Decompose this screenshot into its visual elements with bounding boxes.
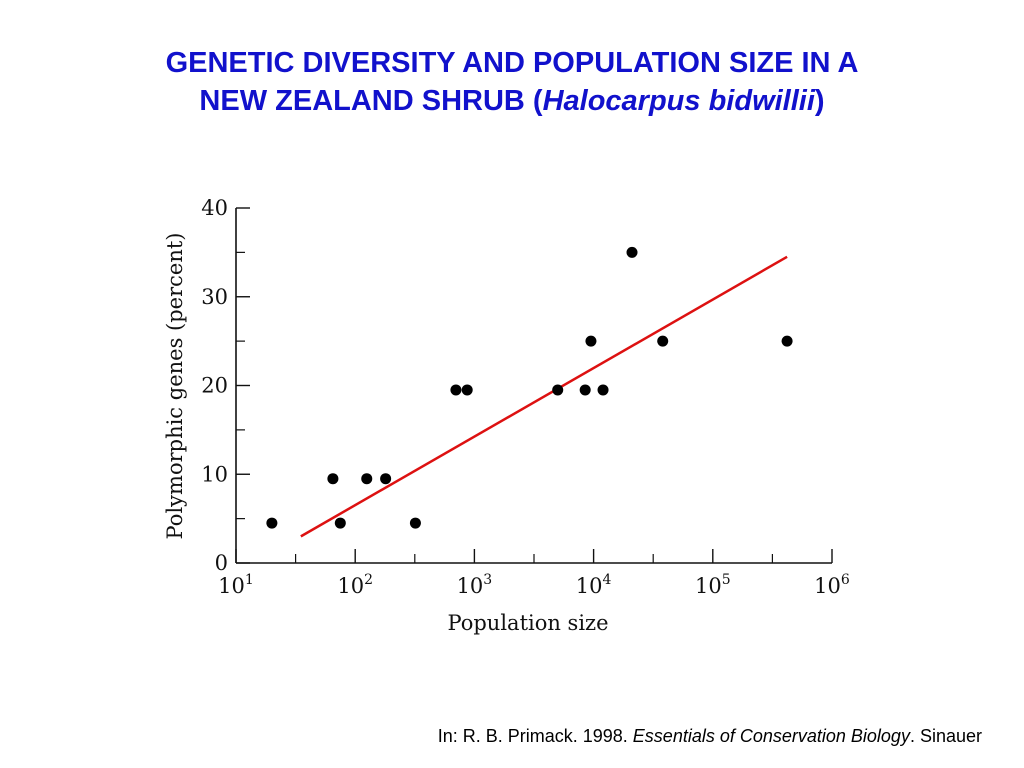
x-axis-label: Population size: [447, 611, 608, 635]
y-tick-label: 0: [215, 551, 228, 575]
chart-axes: [235, 208, 832, 564]
title-line-2-prefix: NEW ZEALAND SHRUB (: [199, 85, 543, 117]
title-line-2: NEW ZEALAND SHRUB (Halocarpus bidwillii): [40, 82, 984, 120]
y-axis-ticks: 0 10 20 30 40: [201, 196, 250, 575]
data-point: [361, 473, 373, 485]
data-point: [585, 335, 597, 347]
x-tick-label: 102: [337, 572, 373, 598]
data-points: [266, 246, 793, 529]
title-line-2-suffix: ): [814, 85, 825, 117]
x-tick-label: 106: [814, 572, 850, 598]
citation-suffix: . Sinauer: [909, 726, 982, 746]
data-point: [327, 473, 339, 485]
data-point: [380, 473, 392, 485]
x-tick-label: 101: [218, 572, 254, 598]
slide-title: GENETIC DIVERSITY AND POPULATION SIZE IN…: [40, 44, 984, 120]
y-tick-label: 10: [201, 462, 228, 486]
data-point: [781, 335, 793, 347]
y-tick-label: 40: [201, 196, 228, 220]
data-point: [334, 517, 346, 529]
data-point: [657, 335, 669, 347]
species-name: Halocarpus bidwillii: [542, 85, 815, 117]
data-point: [552, 384, 564, 396]
data-point: [409, 517, 421, 529]
citation: In: R. B. Primack. 1998. Essentials of C…: [438, 726, 982, 747]
data-point: [597, 384, 609, 396]
data-point: [461, 384, 473, 396]
data-point: [579, 384, 591, 396]
citation-book-title: Essentials of Conservation Biology: [632, 726, 910, 746]
citation-prefix: In: R. B. Primack. 1998.: [437, 726, 633, 746]
y-tick-label: 20: [201, 374, 228, 398]
x-tick-label: 103: [457, 572, 493, 598]
title-line-1: GENETIC DIVERSITY AND POPULATION SIZE IN…: [165, 47, 859, 79]
data-point: [626, 246, 638, 258]
data-point: [266, 517, 278, 529]
y-tick-label: 30: [201, 285, 228, 309]
data-point: [450, 384, 462, 396]
y-axis-label: Polymorphic genes (percent): [163, 233, 187, 540]
trend-line: [300, 255, 788, 538]
x-tick-label: 105: [695, 572, 731, 598]
x-tick-label: 104: [576, 572, 612, 598]
x-axis-ticks: 101 102 103 104 105 106: [218, 549, 850, 598]
